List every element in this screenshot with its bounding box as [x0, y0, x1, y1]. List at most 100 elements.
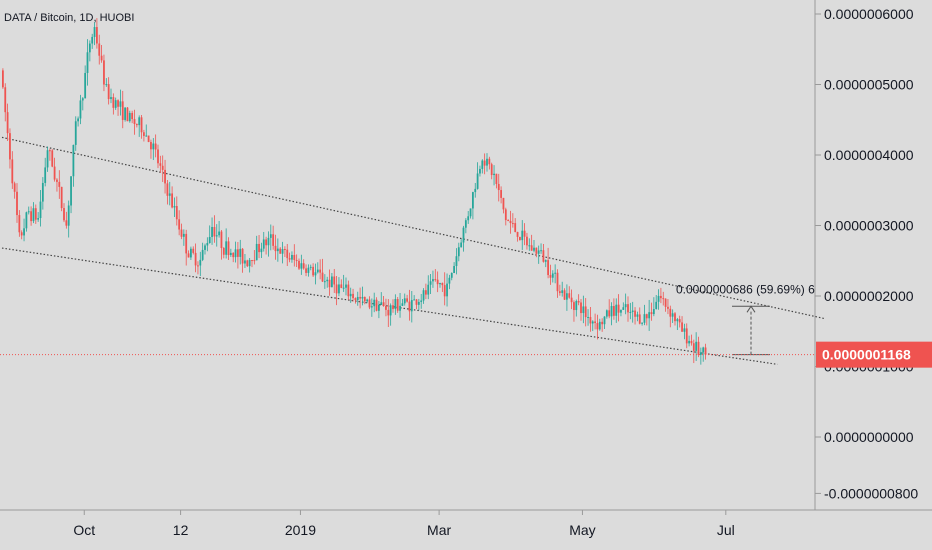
candle[interactable]	[392, 299, 394, 313]
candle[interactable]	[671, 309, 674, 323]
candle[interactable]	[660, 287, 662, 304]
candle[interactable]	[544, 259, 547, 268]
candle[interactable]	[366, 298, 369, 304]
candle[interactable]	[516, 231, 519, 242]
candle[interactable]	[582, 295, 585, 324]
candle[interactable]	[157, 144, 159, 169]
candle[interactable]	[504, 207, 507, 226]
candle[interactable]	[262, 231, 265, 252]
candle[interactable]	[603, 316, 606, 329]
candle[interactable]	[274, 234, 277, 260]
candle[interactable]	[319, 259, 322, 280]
candle[interactable]	[276, 238, 279, 262]
candle[interactable]	[251, 259, 253, 268]
candle[interactable]	[420, 293, 423, 309]
candle[interactable]	[284, 246, 286, 258]
candle[interactable]	[436, 271, 439, 293]
candle[interactable]	[248, 257, 251, 273]
candle[interactable]	[229, 248, 232, 257]
candle[interactable]	[554, 264, 557, 284]
candle[interactable]	[643, 304, 646, 326]
candle[interactable]	[253, 250, 256, 265]
candle[interactable]	[664, 298, 667, 312]
candle[interactable]	[326, 276, 329, 288]
candle[interactable]	[300, 254, 303, 275]
candle[interactable]	[131, 110, 134, 124]
candle[interactable]	[93, 22, 96, 46]
candle[interactable]	[481, 159, 484, 174]
candle[interactable]	[171, 186, 173, 209]
candle[interactable]	[359, 287, 361, 309]
candle[interactable]	[580, 298, 582, 321]
candle[interactable]	[634, 307, 636, 325]
candle[interactable]	[112, 93, 115, 115]
trendlines[interactable]	[1, 136, 825, 365]
candle[interactable]	[669, 305, 672, 328]
candle[interactable]	[570, 289, 573, 310]
candle[interactable]	[657, 289, 660, 310]
candle[interactable]	[486, 153, 488, 172]
candle[interactable]	[302, 259, 305, 270]
candle[interactable]	[244, 254, 246, 269]
candle[interactable]	[197, 261, 199, 275]
candle[interactable]	[272, 225, 275, 250]
candle[interactable]	[462, 225, 465, 252]
candle[interactable]	[380, 292, 383, 306]
candle[interactable]	[403, 293, 406, 306]
candle[interactable]	[502, 197, 505, 214]
candle[interactable]	[396, 297, 399, 313]
candle[interactable]	[58, 170, 61, 199]
candle[interactable]	[173, 197, 176, 218]
candle[interactable]	[107, 77, 110, 105]
candle[interactable]	[288, 252, 291, 263]
candle[interactable]	[702, 346, 705, 362]
candle[interactable]	[117, 99, 119, 116]
candle[interactable]	[587, 309, 589, 326]
candle[interactable]	[352, 288, 354, 302]
candle[interactable]	[469, 208, 472, 219]
candle[interactable]	[584, 298, 587, 327]
candle[interactable]	[613, 298, 615, 320]
candle[interactable]	[185, 229, 188, 266]
candle[interactable]	[382, 296, 385, 307]
candle[interactable]	[596, 314, 599, 340]
candle[interactable]	[147, 135, 150, 143]
candle[interactable]	[530, 234, 533, 251]
candle[interactable]	[526, 232, 528, 250]
candle[interactable]	[507, 219, 510, 222]
candle[interactable]	[105, 78, 108, 87]
candle[interactable]	[27, 206, 30, 215]
candle[interactable]	[342, 274, 345, 292]
candle[interactable]	[187, 250, 190, 258]
candle[interactable]	[161, 155, 164, 182]
candle[interactable]	[269, 224, 272, 251]
candle[interactable]	[309, 264, 312, 271]
candle[interactable]	[298, 258, 300, 270]
candle[interactable]	[674, 311, 676, 326]
measure-tool[interactable]: 0.0000000686 (59.69%) 6	[676, 282, 815, 356]
candle[interactable]	[363, 296, 366, 305]
candle[interactable]	[140, 115, 143, 139]
candle[interactable]	[305, 264, 307, 277]
candle[interactable]	[13, 181, 16, 199]
candle[interactable]	[399, 292, 401, 318]
candle[interactable]	[25, 211, 28, 232]
candle[interactable]	[692, 339, 695, 364]
candle[interactable]	[67, 200, 70, 238]
candle[interactable]	[34, 204, 37, 224]
candle[interactable]	[110, 88, 112, 104]
candle[interactable]	[422, 288, 425, 304]
candle[interactable]	[688, 335, 690, 347]
candle[interactable]	[655, 295, 658, 310]
candle[interactable]	[211, 217, 213, 245]
candle[interactable]	[432, 270, 434, 288]
candle[interactable]	[79, 94, 82, 125]
candle[interactable]	[373, 292, 376, 313]
candle[interactable]	[558, 284, 561, 296]
candle[interactable]	[114, 97, 117, 110]
candle[interactable]	[194, 243, 197, 273]
candle[interactable]	[56, 178, 58, 192]
candle[interactable]	[676, 317, 679, 331]
candle[interactable]	[119, 89, 122, 116]
